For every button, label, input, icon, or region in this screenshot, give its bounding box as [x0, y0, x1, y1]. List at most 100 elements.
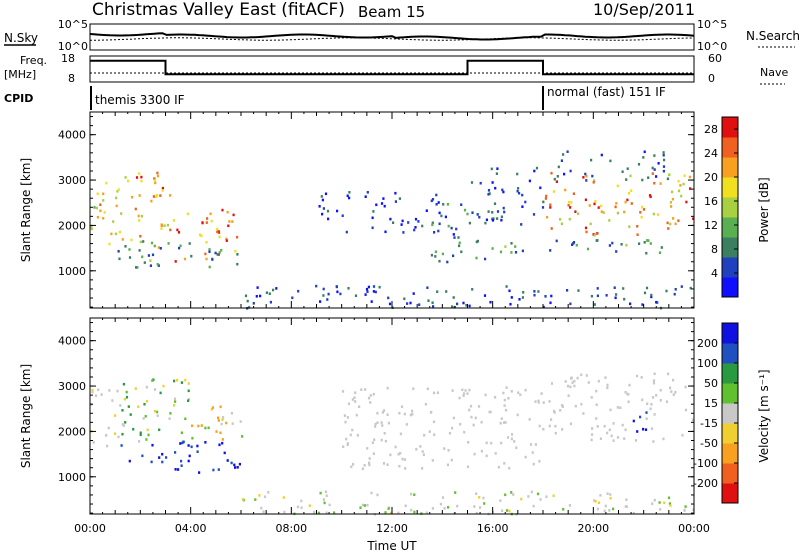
power-cell: [595, 239, 598, 242]
power-cell: [549, 206, 552, 209]
power-cell: [688, 175, 691, 179]
nsky-label: N.Sky: [4, 31, 38, 45]
power-cell: [651, 166, 654, 170]
velocity-colorbar-tick-label: -15: [700, 417, 718, 430]
power-cell: [458, 244, 461, 248]
power-cell: [118, 257, 121, 261]
power-cell: [502, 190, 505, 194]
velocity-cell: [452, 416, 455, 420]
velocity-cell: [411, 409, 414, 413]
velocity-cell: [512, 493, 515, 496]
velocity-cell: [296, 505, 300, 509]
power-cell: [662, 153, 665, 157]
power-cell: [336, 290, 339, 294]
velocity-cell: [313, 510, 316, 514]
power-cell: [403, 297, 406, 301]
power-cell: [105, 181, 108, 185]
power-cell: [493, 202, 497, 205]
power-cell: [499, 250, 503, 254]
nsky-tick-top: 10^5: [58, 18, 88, 31]
power-cell: [425, 209, 428, 212]
power-cell: [135, 266, 138, 269]
velocity-cell: [319, 491, 322, 495]
velocity-cell: [597, 501, 601, 505]
velocity-cell: [238, 462, 241, 466]
velocity-colorbar-tick-label: 100: [697, 357, 718, 370]
power-cell: [496, 217, 499, 220]
velocity-cell: [212, 468, 215, 472]
power-cell: [600, 210, 603, 213]
power-cell: [505, 285, 508, 288]
velocity-cell: [503, 421, 506, 424]
velocity-cell: [127, 405, 130, 408]
velocity-colorbar-tick-label: -200: [693, 477, 718, 490]
velocity-cell: [397, 511, 400, 515]
velocity-cell: [559, 409, 562, 412]
velocity-cell: [566, 384, 570, 388]
power-cell: [484, 221, 487, 225]
velocity-cell: [173, 397, 177, 401]
power-cell: [642, 208, 646, 211]
power-cell: [434, 255, 437, 258]
velocity-cell: [652, 440, 655, 443]
velocity-cell: [513, 440, 516, 443]
velocity-cell: [691, 418, 695, 422]
power-cell: [546, 215, 549, 219]
velocity-cell: [384, 511, 387, 514]
cpid-segment-1: themis 3300 IF: [95, 93, 185, 107]
velocity-cell: [662, 437, 665, 441]
velocity-cell: [239, 420, 242, 423]
velocity-cell: [184, 378, 187, 382]
velocity-cell: [410, 508, 413, 512]
power-cell: [636, 225, 639, 228]
velocity-colorbar-frame: [721, 322, 739, 504]
power-cell: [552, 190, 555, 193]
velocity-cell: [606, 431, 609, 435]
power-cell: [641, 205, 644, 209]
power-cell: [571, 243, 574, 246]
velocity-cell: [121, 432, 124, 436]
velocity-colorbar-swatch: [722, 323, 738, 344]
velocity-cell: [401, 457, 404, 461]
velocity-cell: [519, 393, 522, 397]
time-axis-label: Time UT: [366, 539, 417, 553]
velocity-ytick-label: 4000: [58, 335, 86, 348]
velocity-cell: [352, 463, 355, 466]
velocity-colorbar-swatch: [722, 383, 738, 404]
power-cell: [555, 180, 558, 183]
power-cell: [670, 205, 673, 208]
power-ytick-label: 3000: [58, 174, 86, 187]
power-cell: [514, 245, 517, 248]
velocity-cell: [236, 466, 239, 469]
velocity-cell: [462, 394, 465, 397]
power-cell: [616, 184, 619, 188]
power-cell: [275, 287, 278, 290]
velocity-cell: [650, 427, 654, 430]
power-cell: [620, 243, 623, 246]
power-cell: [409, 301, 412, 305]
velocity-cell: [494, 452, 497, 455]
velocity-cell: [221, 441, 224, 445]
velocity-cell: [174, 468, 177, 471]
power-cell: [348, 191, 351, 194]
power-cell: [471, 288, 474, 291]
velocity-cell: [469, 404, 473, 408]
noise-panel: N.Sky 10^5 10^0 10^5 10^0 N.Search: [4, 18, 800, 53]
power-cell: [588, 204, 591, 207]
velocity-cell: [128, 459, 131, 463]
power-cell: [491, 211, 494, 214]
power-cell: [584, 198, 587, 202]
velocity-cell: [447, 506, 450, 509]
power-cell: [680, 194, 683, 198]
power-cell: [460, 203, 463, 206]
velocity-cell: [262, 510, 265, 513]
power-cell: [321, 212, 324, 216]
velocity-cell: [436, 391, 439, 394]
power-cell: [584, 226, 588, 230]
power-cell: [134, 207, 137, 211]
power-cell: [366, 290, 369, 293]
velocity-cell: [156, 410, 159, 414]
power-cell: [642, 156, 645, 159]
power-cell: [608, 244, 611, 247]
velocity-cell: [141, 454, 144, 458]
